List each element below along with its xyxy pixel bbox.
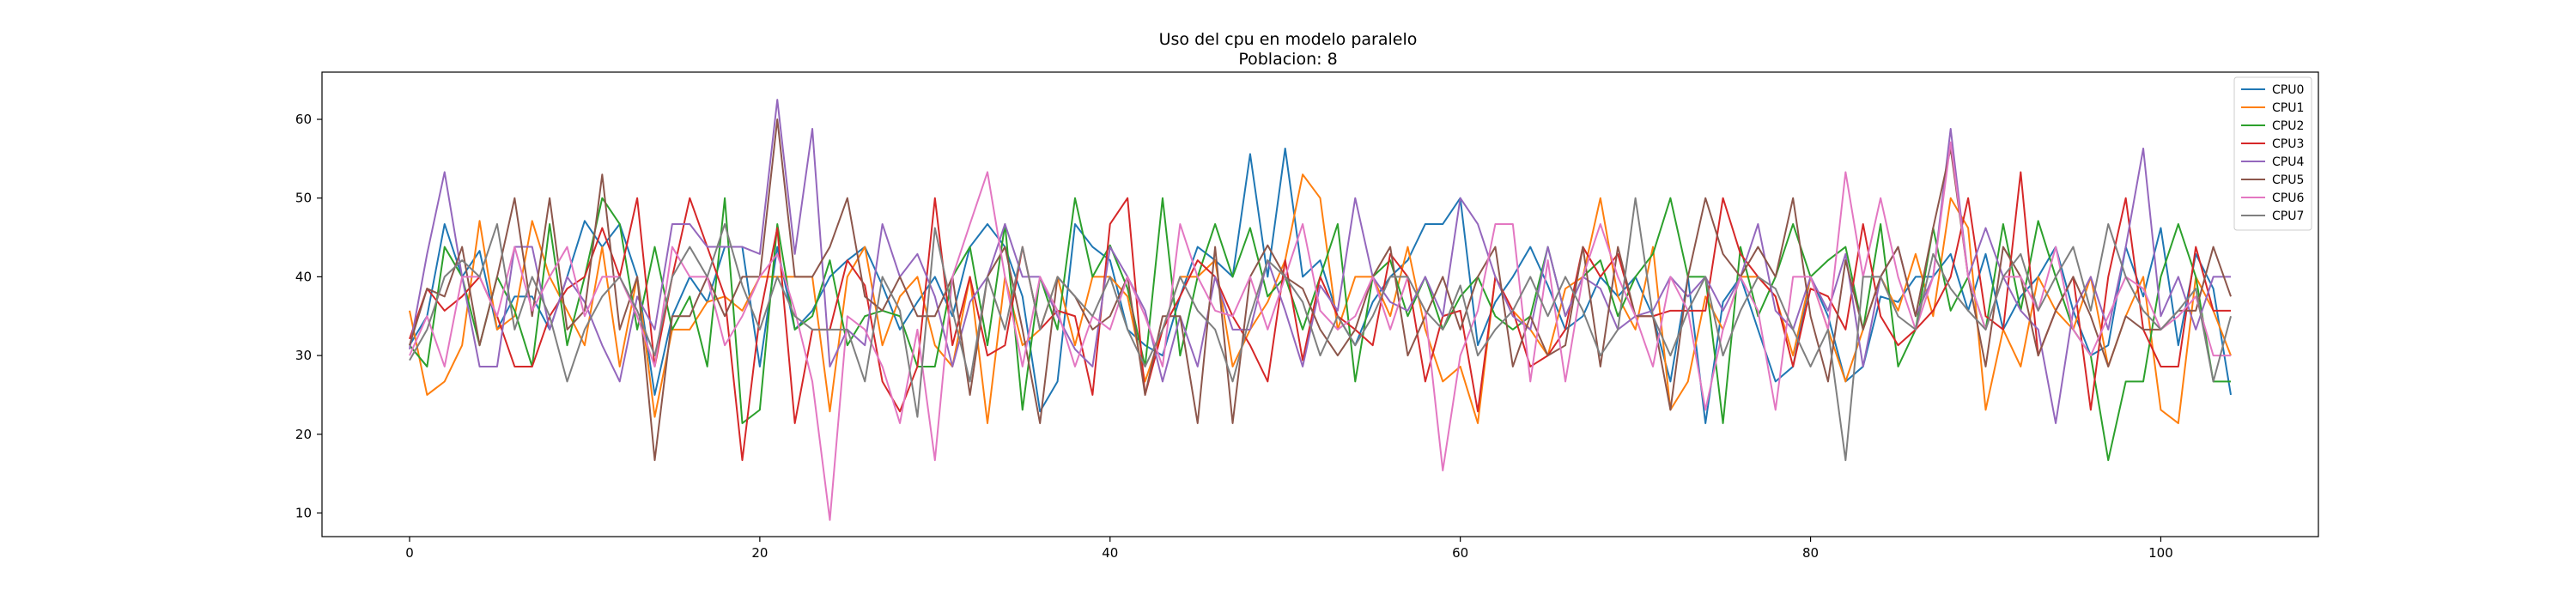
axes-frame <box>321 71 2319 537</box>
series-layer <box>408 99 2233 521</box>
legend-label-cpu6: CPU6 <box>2272 191 2304 205</box>
x-tick-label: 20 <box>751 545 768 561</box>
series-line-cpu7 <box>409 197 2232 462</box>
y-tick-label: 20 <box>295 427 312 442</box>
legend-label-cpu1: CPU1 <box>2272 101 2304 115</box>
y-tick-label: 10 <box>295 505 312 520</box>
x-tick-label: 0 <box>405 545 414 561</box>
legend: CPU0 CPU1 CPU2 CPU3 CPU4 CPU5 CPU6 CPU7 <box>2233 76 2312 231</box>
x-tick-label: 100 <box>2148 545 2173 561</box>
series-line-cpu5 <box>409 118 2232 462</box>
axes-layer: 0 20 40 60 80 100 10 20 30 40 50 60 <box>295 71 2319 561</box>
legend-label-cpu3: CPU3 <box>2272 137 2304 151</box>
legend-label-cpu0: CPU0 <box>2272 83 2304 97</box>
chart-title: Uso del cpu en modelo paralelo <box>1159 30 1418 49</box>
legend-label-cpu2: CPU2 <box>2272 119 2304 133</box>
series-line-cpu3 <box>409 171 2232 462</box>
y-tick-label: 30 <box>295 348 312 363</box>
series-line-cpu6 <box>409 141 2232 521</box>
y-tick-label: 60 <box>295 112 312 127</box>
x-tick-label: 60 <box>1452 545 1468 561</box>
legend-label-cpu4: CPU4 <box>2272 155 2304 169</box>
x-tick-label: 40 <box>1102 545 1118 561</box>
legend-label-cpu5: CPU5 <box>2272 173 2304 187</box>
y-tick-label: 50 <box>295 191 312 206</box>
series-line-cpu4 <box>408 99 2232 424</box>
x-tick-label: 80 <box>1802 545 1819 561</box>
legend-box <box>2233 76 2312 231</box>
y-tick-label: 40 <box>295 269 312 284</box>
legend-label-cpu7: CPU7 <box>2272 209 2304 223</box>
chart-subtitle: Poblacion: 8 <box>1238 50 1337 69</box>
